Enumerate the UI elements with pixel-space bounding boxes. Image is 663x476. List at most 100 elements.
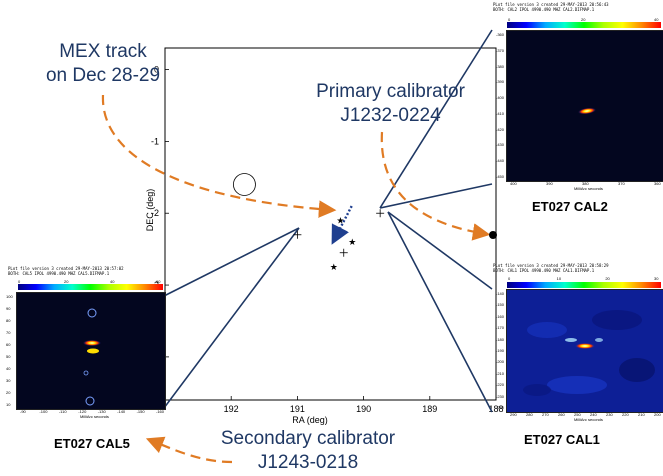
inset-cal1-x-tick: 260 bbox=[558, 412, 565, 417]
x-tick-label: 191 bbox=[290, 404, 305, 414]
inset-cal5-x-tick: -150 bbox=[136, 409, 145, 414]
inset-cal5-colorbar-tick: 0 bbox=[18, 279, 21, 284]
inset-cal1-y-tick: -200 bbox=[496, 359, 505, 365]
connector-cal2-top bbox=[379, 29, 493, 209]
inset-cal1-y-tick: -230 bbox=[496, 393, 505, 399]
inset-cal5-x-tick: -120 bbox=[78, 409, 87, 414]
inset-cal5-y-tick: 60 bbox=[6, 342, 11, 347]
inset-cal1-x-tick: 210 bbox=[638, 412, 645, 417]
connector-cal5-top bbox=[163, 227, 300, 297]
inset-cal1-xlabel: MilliArc seconds bbox=[574, 417, 603, 422]
connector-lines bbox=[163, 29, 493, 413]
primary-annotation-arrow bbox=[380, 131, 491, 241]
inset-cal1-image bbox=[506, 289, 663, 413]
star-marker: ★ bbox=[336, 216, 344, 226]
inset-cal5-x-tick: -160 bbox=[156, 409, 165, 414]
inset-cal2-y-tick: -450 bbox=[496, 174, 505, 179]
inset-cal2-header-line2: BOTH: CAL2 IPOL 4990.490 MHZ CAL2.DIFMAP… bbox=[493, 7, 595, 12]
y-tick-label: -1 bbox=[151, 136, 159, 146]
caption-cal5: ET027 CAL5 bbox=[54, 436, 130, 451]
inset-cal5-x-tick: -90 bbox=[20, 409, 26, 414]
inset-cal2-y-tick: -370 bbox=[496, 47, 505, 53]
inset-cal5-y-tick: 80 bbox=[6, 318, 11, 323]
inset-cal1-y-tick: -180 bbox=[496, 336, 505, 342]
mex-track-line bbox=[331, 205, 353, 245]
mex-track-line2: on Dec 28-29 bbox=[45, 65, 161, 86]
plus-marker bbox=[339, 248, 348, 257]
plot-points: ★ ★ ★ bbox=[293, 209, 385, 273]
inset-cal2-x-tick: 360 bbox=[654, 181, 661, 186]
inset-cal1-x-tick: 240 bbox=[590, 412, 597, 417]
plus-marker bbox=[376, 209, 385, 218]
inset-cal5-colorbar bbox=[18, 284, 163, 290]
inset-cal5-x-tick: -130 bbox=[97, 409, 106, 414]
y-axis-label: DEC (deg) bbox=[145, 189, 155, 232]
mex-track-annotation: MEX track on Dec 28-29 bbox=[38, 40, 168, 88]
inset-cal5-colorbar-tick: 60 bbox=[156, 279, 161, 284]
connector-cal2-bottom bbox=[379, 183, 493, 209]
inset-cal5-y-tick: 40 bbox=[6, 366, 11, 371]
inset-cal1-x-tick: 270 bbox=[542, 412, 549, 417]
inset-cal5-header-line1: PLot file version 3 created 29-MAY-2013 … bbox=[8, 266, 124, 271]
inset-cal2-header-line1: PLot file version 3 created 29-MAY-2013 … bbox=[493, 2, 609, 7]
inset-cal1-y-tick: -210 bbox=[496, 370, 505, 376]
inset-cal2-y-tick: -430 bbox=[496, 142, 505, 148]
inset-cal2-y-tick: -390 bbox=[496, 79, 505, 85]
inset-cal1-x-tick: 220 bbox=[622, 412, 629, 417]
connector-cal1-top bbox=[387, 211, 493, 290]
inset-cal2-y-tick: -360 bbox=[496, 32, 505, 37]
inset-cal1-y-tick: -170 bbox=[496, 325, 505, 331]
secondary-annotation-arrow bbox=[145, 436, 233, 464]
inset-cal2-image bbox=[506, 30, 663, 182]
inset-cal5-y-tick: 50 bbox=[6, 354, 11, 359]
plot-frame bbox=[164, 47, 497, 401]
inset-cal2-colorbar-tick: 40 bbox=[654, 17, 659, 22]
inset-cal5-image bbox=[16, 292, 166, 410]
star-marker: ★ bbox=[330, 263, 338, 273]
caption-cal1: ET027 CAL1 bbox=[524, 432, 600, 447]
caption-cal2: ET027 CAL2 bbox=[532, 199, 608, 214]
inset-cal1-x-tick: 290 bbox=[510, 412, 517, 417]
x-tick-label: 190 bbox=[356, 404, 371, 414]
inset-cal5-y-tick: 30 bbox=[6, 378, 11, 383]
secondary-calibrator-line1: Secondary calibrator bbox=[220, 428, 396, 449]
inset-cal2-xlabel: MilliArc seconds bbox=[574, 186, 603, 191]
inset-cal5-y-tick: 70 bbox=[6, 330, 11, 335]
plus-marker bbox=[293, 230, 302, 239]
x-tick-label: 189 bbox=[422, 404, 437, 414]
inset-cal2-y-tick: -400 bbox=[496, 95, 505, 101]
inset-cal1-y-tick: -240 bbox=[496, 405, 505, 410]
inset-cal1-colorbar-tick: 20 bbox=[605, 276, 610, 281]
inset-cal5-colorbar-tick: 20 bbox=[64, 279, 69, 284]
inset-cal2-colorbar-tick: 0 bbox=[508, 17, 511, 22]
inset-cal2-y-tick: -410 bbox=[496, 110, 505, 116]
inset-cal1-y-tick: -190 bbox=[496, 348, 505, 353]
primary-calibrator-annotation: Primary calibrator J1232-0224 bbox=[303, 80, 478, 128]
inset-cal1-x-tick: 250 bbox=[574, 412, 581, 417]
inset-cal5-x-tick: -110 bbox=[58, 409, 67, 414]
y-tick-label: 0 bbox=[154, 65, 159, 75]
inset-cal1-colorbar-tick: 30 bbox=[654, 276, 659, 281]
inset-cal2-x-tick: 390 bbox=[546, 181, 553, 186]
inset-cal1-header-line2: BOTH: CAL1 IPOL 4990.490 MHZ CAL1.DIFMAP… bbox=[493, 268, 595, 273]
x-axis-label: RA (deg) bbox=[292, 415, 328, 425]
inset-cal5-xlabel: MilliArc seconds bbox=[80, 414, 109, 419]
inset-cal2-map bbox=[578, 107, 596, 115]
inset-cal2-y-tick: -440 bbox=[496, 158, 505, 164]
connector-cal5-bottom bbox=[163, 227, 300, 409]
inset-cal2-x-tick: 380 bbox=[582, 181, 589, 186]
primary-calibrator-line2: J1232-0224 bbox=[340, 105, 441, 126]
inset-cal2-x-tick: 370 bbox=[618, 181, 625, 186]
connector-cal1-bottom bbox=[387, 211, 493, 413]
mex-track-line1: MEX track bbox=[59, 41, 147, 62]
x-tick-label: 192 bbox=[224, 404, 239, 414]
cal2-target-dot bbox=[489, 231, 497, 239]
inset-cal1-y-tick: -150 bbox=[496, 302, 505, 308]
inset-cal1-x-tick: 280 bbox=[526, 412, 533, 417]
inset-cal2-colorbar-tick: 20 bbox=[581, 17, 586, 22]
inset-cal5-colorbar-tick: 40 bbox=[110, 279, 115, 284]
inset-cal5-y-tick: 20 bbox=[6, 390, 11, 395]
circle-marker bbox=[233, 173, 256, 196]
inset-cal1-colorbar bbox=[507, 282, 661, 288]
inset-cal2-y-tick: -420 bbox=[496, 126, 505, 132]
